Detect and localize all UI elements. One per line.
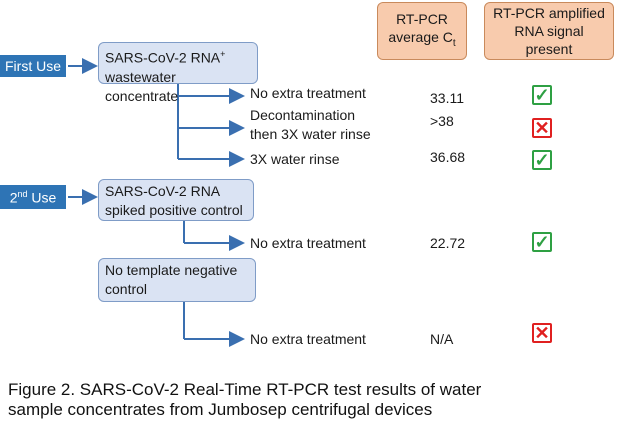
treatment-row-4: No extra treatment <box>250 235 366 251</box>
ct-value-row-4: 22.72 <box>430 235 466 251</box>
first-use-label: First Use <box>0 55 66 77</box>
ct-value-row-3: 36.68 <box>430 149 466 165</box>
check-icon: ✓ <box>532 85 552 105</box>
check-icon: ✓ <box>532 232 552 252</box>
second-use-label: 2nd Use <box>0 185 66 209</box>
header-signal: RT-PCR amplified RNA signal present <box>484 2 614 60</box>
cross-icon: ✕ <box>532 118 552 138</box>
header-ct: RT-PCR average Ct <box>377 2 467 60</box>
check-icon: ✓ <box>532 150 552 170</box>
sample-node-wastewater: SARS-CoV-2 RNA+ wastewater concentrate <box>98 42 258 104</box>
figure-caption: Figure 2. SARS-CoV-2 Real-Time RT-PCR te… <box>8 380 482 419</box>
treatment-row-3: 3X water rinse <box>250 151 340 167</box>
treatment-row-2: Decontamination then 3X water rinse <box>250 107 371 142</box>
cross-icon: ✕ <box>532 323 552 343</box>
treatment-row-5: No extra treatment <box>250 331 366 347</box>
ct-value-row-1: 33.11 <box>430 90 464 106</box>
sample-node-negative-control: No template negative control <box>98 258 256 302</box>
treatment-row-1: No extra treatment <box>250 85 366 101</box>
sample-node-positive-control: SARS-CoV-2 RNA spiked positive control <box>98 179 254 221</box>
ct-value-row-5: N/A <box>430 331 454 347</box>
ct-value-row-2: >38 <box>430 113 454 129</box>
